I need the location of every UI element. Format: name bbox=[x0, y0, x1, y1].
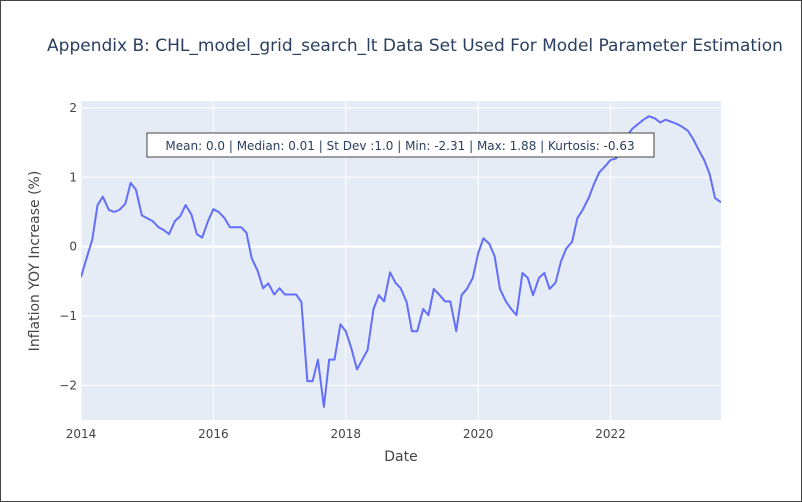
annotation-text: Mean: 0.0 | Median: 0.01 | St Dev :1.0 |… bbox=[165, 139, 634, 153]
y-tick-label: −2 bbox=[59, 378, 77, 392]
y-axis-ticks: −2 −1 0 1 2 bbox=[59, 101, 77, 392]
x-tick-label: 2022 bbox=[595, 427, 626, 441]
series-layer bbox=[81, 115, 721, 408]
y-axis-title: Inflation YOY Increase (%) bbox=[27, 171, 43, 352]
y-tick-label: 1 bbox=[69, 170, 77, 184]
x-tick-label: 2020 bbox=[463, 427, 494, 441]
stats-annotation: Mean: 0.0 | Median: 0.01 | St Dev :1.0 |… bbox=[146, 132, 655, 158]
chart-title: Appendix B: CHL_model_grid_search_lt Dat… bbox=[47, 36, 783, 56]
x-tick-label: 2018 bbox=[330, 427, 361, 441]
inflation-series-line bbox=[81, 115, 721, 408]
gridlines bbox=[80, 101, 721, 420]
y-tick-label: 2 bbox=[69, 101, 77, 115]
x-tick-label: 2016 bbox=[198, 427, 229, 441]
x-axis-ticks: 2014 2016 2018 2020 2022 bbox=[66, 427, 626, 441]
annotation-box bbox=[146, 132, 655, 158]
y-tick-label: 0 bbox=[69, 240, 77, 254]
x-axis-title: Date bbox=[384, 449, 417, 465]
x-tick-label: 2014 bbox=[66, 427, 97, 441]
y-tick-label: −1 bbox=[59, 309, 77, 323]
